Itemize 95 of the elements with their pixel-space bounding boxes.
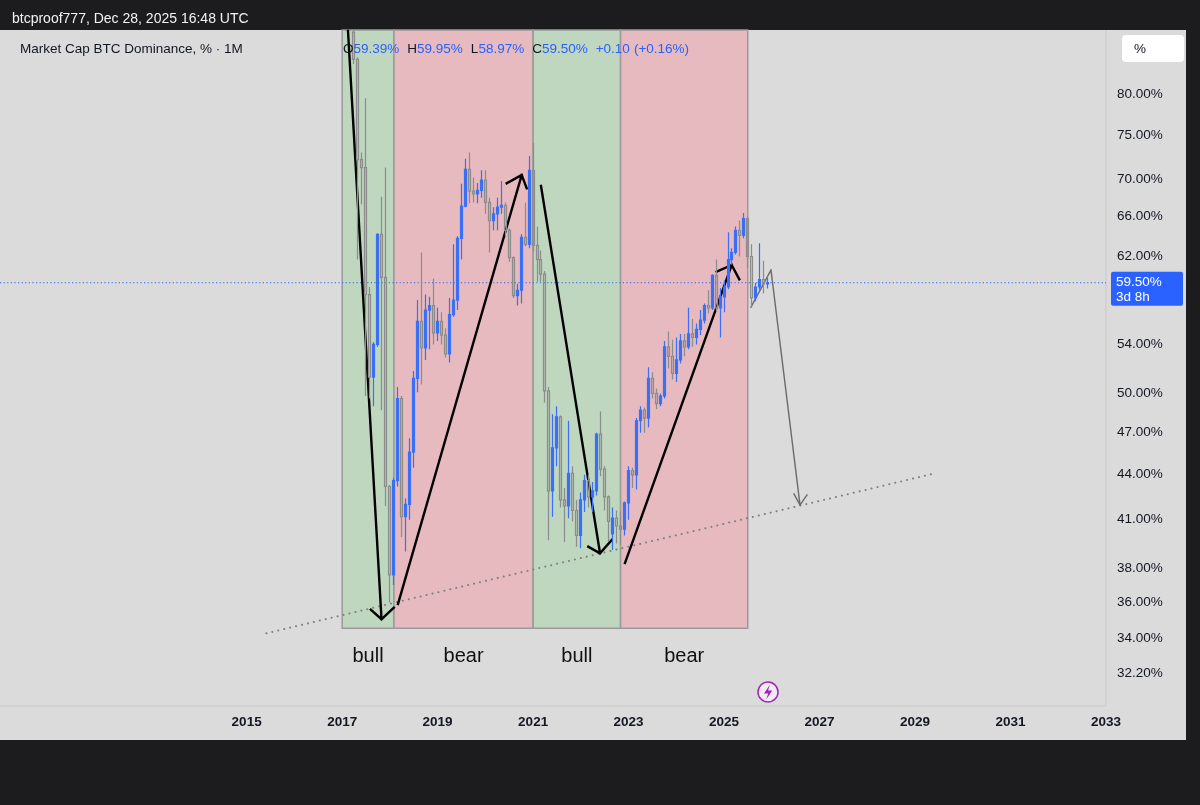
ref-line-label: 59.50% — [1116, 274, 1162, 290]
candlestick — [749, 243, 754, 309]
candlestick — [423, 294, 428, 361]
candlestick — [383, 166, 388, 507]
y-tick-label: 32.20% — [1117, 665, 1163, 681]
candlestick — [610, 506, 615, 551]
candlestick — [435, 307, 440, 342]
candlestick — [542, 270, 547, 404]
candlestick — [519, 233, 524, 304]
x-tick-label: 2023 — [613, 713, 645, 729]
candlestick — [399, 395, 404, 538]
x-tick-label: 2029 — [900, 713, 931, 729]
candlestick — [562, 487, 567, 543]
candlestick — [642, 407, 647, 434]
candlestick — [686, 307, 691, 350]
candlestick — [367, 286, 372, 400]
candlestick — [535, 225, 540, 283]
y-tick-label: 50.00% — [1117, 385, 1163, 401]
candlestick — [479, 169, 484, 199]
y-tick-label: 41.00% — [1117, 511, 1163, 527]
candlestick — [507, 227, 512, 263]
candlestick — [503, 201, 508, 238]
candlestick — [690, 318, 695, 348]
candlestick — [666, 331, 671, 370]
y-tick-label: 66.00% — [1117, 208, 1163, 224]
candlestick — [574, 499, 579, 548]
band-label: bull — [561, 643, 593, 666]
y-tick-label: 54.00% — [1117, 336, 1163, 352]
candlestick — [765, 277, 770, 290]
x-tick-label: 2031 — [995, 713, 1026, 729]
y-tick-label: 36.00% — [1117, 594, 1163, 610]
candlestick — [419, 251, 424, 386]
candlestick — [602, 465, 607, 512]
candlestick — [745, 216, 750, 269]
candlestick — [443, 327, 448, 359]
candlestick — [710, 273, 715, 311]
y-tick-label: 34.00% — [1117, 630, 1163, 646]
candlestick — [761, 260, 766, 295]
x-tick-label: 2015 — [231, 713, 263, 729]
candlestick — [487, 197, 492, 254]
candlestick — [538, 249, 543, 283]
x-tick-label: 2033 — [1090, 713, 1122, 729]
candlestick — [511, 255, 516, 299]
candlestick — [618, 511, 623, 546]
candlestick — [670, 339, 675, 381]
candlestick — [630, 467, 635, 489]
candlestick — [646, 366, 651, 429]
x-tick-label: 2021 — [518, 713, 549, 729]
band-label: bull — [352, 643, 384, 666]
chart-subtitle: btcproof777, Dec 28, 2025 16:48 UTC — [12, 9, 249, 26]
candlestick — [566, 420, 571, 519]
candlestick — [523, 201, 528, 247]
candlestick — [674, 336, 679, 383]
candlestick — [387, 484, 392, 604]
band-label: bear — [664, 643, 705, 666]
text: 3d 8h — [1116, 289, 1150, 305]
y-tick-label: 75.00% — [1117, 126, 1163, 142]
text: Market Cap BTC Dominance, % · 1M — [20, 40, 243, 56]
x-tick-label: 2019 — [422, 713, 453, 729]
candlestick — [483, 169, 488, 215]
band-label: bear — [443, 643, 484, 666]
y-tick-label: 44.00% — [1117, 466, 1163, 482]
candlestick — [586, 474, 591, 509]
y-tick-label: 62.00% — [1117, 248, 1163, 264]
candlestick — [359, 151, 364, 205]
candlestick — [737, 220, 742, 258]
y-tick-label: 38.00% — [1117, 559, 1163, 575]
text: % — [1134, 40, 1147, 56]
y-tick-label: 70.00% — [1117, 170, 1163, 186]
candlestick — [546, 386, 551, 541]
candlestick — [570, 465, 575, 522]
candlestick — [467, 151, 472, 204]
candlestick — [706, 289, 711, 314]
candlestick — [431, 277, 436, 346]
candlestick — [650, 371, 655, 400]
candlestick — [379, 196, 384, 411]
y-tick-label: 80.00% — [1117, 85, 1163, 101]
candlestick — [355, 56, 360, 261]
candlestick — [558, 414, 563, 509]
candlestick — [531, 142, 536, 253]
candlestick — [363, 97, 368, 397]
x-tick-label: 2027 — [804, 713, 835, 729]
candlestick — [682, 333, 687, 357]
candlestick — [439, 311, 444, 346]
candlestick — [741, 212, 746, 239]
candlestick — [614, 509, 619, 545]
x-tick-label: 2025 — [709, 713, 740, 729]
candlestick — [714, 259, 719, 312]
candlestick — [598, 410, 603, 477]
candlestick — [654, 387, 659, 410]
candlestick — [471, 176, 476, 204]
x-tick-label: 2017 — [327, 713, 358, 729]
y-tick-label: 47.00% — [1117, 424, 1163, 440]
candlestick — [527, 155, 532, 249]
candlestick — [606, 494, 611, 543]
